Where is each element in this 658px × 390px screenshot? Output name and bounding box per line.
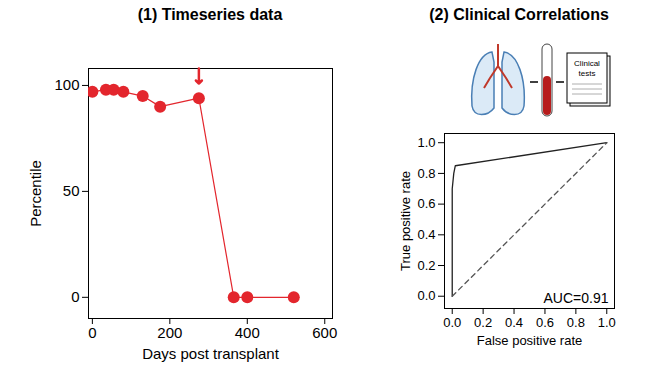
svg-text:0.4: 0.4 [417,227,435,242]
svg-text:0: 0 [71,288,79,305]
svg-text:Clinical: Clinical [574,59,600,68]
svg-text:AUC=0.91: AUC=0.91 [544,290,609,306]
svg-text:0: 0 [88,324,96,341]
svg-text:0.0: 0.0 [417,288,435,303]
svg-text:False positive rate: False positive rate [477,333,583,348]
svg-text:0.4: 0.4 [505,315,523,330]
svg-text:True positive rate: True positive rate [398,171,413,271]
svg-text:0.8: 0.8 [417,166,435,181]
svg-text:0.6: 0.6 [536,315,554,330]
svg-text:200: 200 [157,324,182,341]
svg-text:50: 50 [63,182,80,199]
svg-text:tests: tests [579,69,596,78]
svg-text:600: 600 [312,324,337,341]
html-text:(1) Timeseries data: (1) Timeseries data [137,6,283,23]
svg-text:0.6: 0.6 [417,196,435,211]
svg-text:100: 100 [54,76,79,93]
svg-text:0.8: 0.8 [567,315,585,330]
html-text:(2) Clinical Correlations: (2) Clinical Correlations [429,6,609,23]
svg-text:Percentile: Percentile [27,160,44,227]
svg-text:1.0: 1.0 [417,135,435,150]
svg-text:Days post transplant: Days post transplant [142,345,280,362]
svg-text:0.0: 0.0 [443,315,461,330]
svg-text:1.0: 1.0 [598,315,616,330]
svg-text:0.2: 0.2 [474,315,492,330]
svg-text:0.2: 0.2 [417,258,435,273]
svg-text:400: 400 [235,324,260,341]
